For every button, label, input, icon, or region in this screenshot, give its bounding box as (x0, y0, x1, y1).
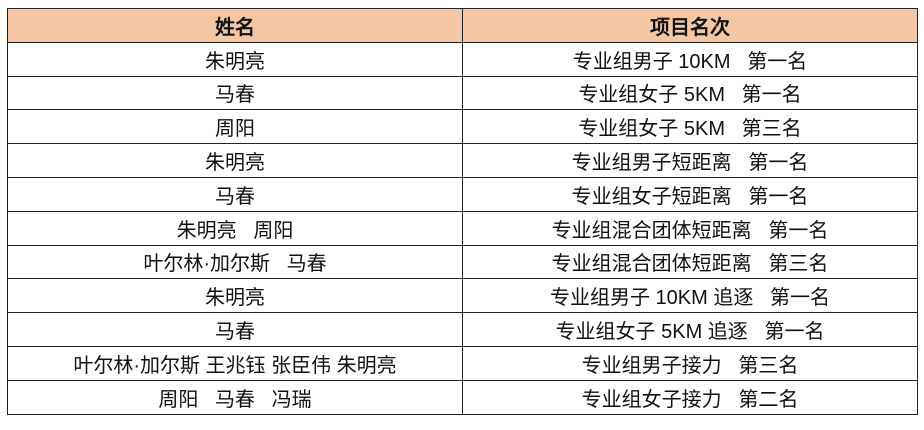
cell-name: 叶尔林·加尔斯 马春 (7, 244, 463, 280)
cell-result: 专业组女子 5KM 第一名 (462, 75, 918, 111)
table-row: 叶尔林·加尔斯 马春 专业组混合团体短距离 第三名 (7, 244, 918, 280)
table-row: 马春 专业组女子短距离 第一名 (7, 176, 918, 212)
cell-name: 周阳 马春 冯瑞 (7, 379, 463, 415)
table-row: 叶尔林·加尔斯 王兆钰 张臣伟 朱明亮 专业组男子接力 第三名 (7, 345, 918, 381)
cell-name: 马春 (7, 176, 463, 212)
cell-result: 专业组女子 5KM 追逐 第一名 (462, 312, 918, 347)
table-row: 朱明亮 专业组男子短距离 第一名 (7, 143, 918, 178)
cell-result: 专业组男子短距离 第一名 (462, 143, 918, 178)
table-row: 朱明亮 专业组男子 10KM 追逐 第一名 (7, 278, 918, 314)
cell-name: 马春 (7, 75, 463, 111)
table-row: 朱明亮 周阳 专业组混合团体短距离 第一名 (7, 210, 918, 246)
cell-result: 专业组男子接力 第三名 (462, 345, 918, 381)
cell-result: 专业组男子 10KM 第一名 (462, 41, 918, 77)
cell-result: 专业组女子接力 第二名 (462, 379, 918, 415)
cell-result: 专业组男子 10KM 追逐 第一名 (462, 278, 918, 314)
table-row: 周阳 马春 冯瑞 专业组女子接力 第二名 (7, 379, 918, 415)
table-row: 周阳 专业组女子 5KM 第三名 (7, 109, 918, 145)
results-table: 姓名 项目名次 朱明亮 专业组男子 10KM 第一名 马春 专业组女子 5KM 第一名… (7, 8, 918, 415)
header-row: 姓名 项目名次 (7, 8, 918, 43)
header-name: 姓名 (7, 8, 463, 43)
cell-name: 周阳 (7, 109, 463, 145)
table-row: 朱明亮 专业组男子 10KM 第一名 (7, 41, 918, 77)
cell-result: 专业组女子 5KM 第三名 (462, 109, 918, 145)
table-row: 马春 专业组女子 5KM 第一名 (7, 75, 918, 111)
cell-name: 叶尔林·加尔斯 王兆钰 张臣伟 朱明亮 (7, 345, 463, 381)
cell-result: 专业组混合团体短距离 第一名 (462, 210, 918, 246)
cell-name: 朱明亮 (7, 143, 463, 178)
table-row: 马春 专业组女子 5KM 追逐 第一名 (7, 312, 918, 347)
cell-result: 专业组混合团体短距离 第三名 (462, 244, 918, 280)
cell-name: 朱明亮 (7, 278, 463, 314)
cell-name: 朱明亮 周阳 (7, 210, 463, 246)
header-result: 项目名次 (462, 8, 918, 43)
cell-result: 专业组女子短距离 第一名 (462, 176, 918, 212)
cell-name: 朱明亮 (7, 41, 463, 77)
cell-name: 马春 (7, 312, 463, 347)
